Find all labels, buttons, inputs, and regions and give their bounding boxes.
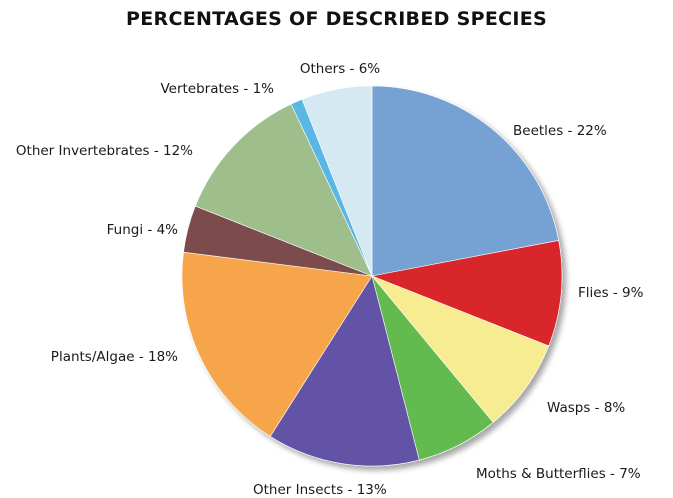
- slice-label-others-6: Others - 6%: [300, 61, 380, 77]
- pie-slice-other-invertebrates-12: [194, 103, 373, 277]
- slice-label-fungi-4: Fungi - 4%: [107, 222, 179, 238]
- pie-slice-plants-algae-18: [181, 251, 373, 437]
- pie-slice-beetles-22: [371, 85, 559, 277]
- slice-label-vertebrates-1: Vertebrates - 1%: [160, 81, 274, 97]
- slice-labels: Beetles - 22% Flies - 9% Wasps - 8% Moths &…: [16, 61, 644, 498]
- pie-slice-other-insects-13: [269, 275, 420, 467]
- slice-label-flies-9: Flies - 9%: [578, 285, 644, 301]
- pie-slice-others-6: [301, 85, 373, 277]
- pie-slice-flies-9: [370, 240, 563, 347]
- slice-label-other-insects-13: Other Insects - 13%: [253, 482, 387, 498]
- chart-title: PERCENTAGES OF DESCRIBED SPECIES: [126, 8, 547, 30]
- slice-label-moths-butterflies-7: Moths & Butterflies - 7%: [476, 466, 641, 482]
- slice-label-wasps-8: Wasps - 8%: [547, 400, 625, 416]
- pie-slices: [181, 85, 563, 467]
- pie-slice-wasps-8: [371, 275, 550, 423]
- slice-label-beetles-22: Beetles - 22%: [513, 123, 607, 139]
- slice-label-plants-algae-18: Plants/Algae - 18%: [51, 349, 178, 365]
- slice-label-other-invertebrates-12: Other Invertebrates - 12%: [16, 143, 193, 159]
